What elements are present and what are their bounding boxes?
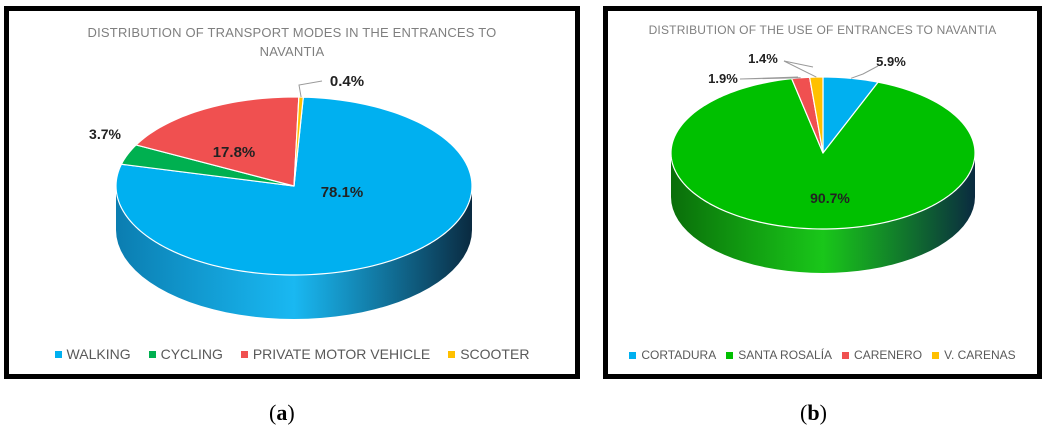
legend-label: WALKING [66, 346, 131, 362]
legend-item: SANTA ROSALÍA [726, 348, 832, 362]
data-label: 90.7% [810, 190, 850, 206]
legend-label: V. CARENAS [944, 348, 1016, 362]
legend-swatch [842, 351, 850, 359]
data-label: 1.9% [708, 71, 738, 86]
chart-title: DISTRIBUTION OF THE USE OF ENTRANCES TO … [648, 23, 997, 37]
legend-swatch [629, 351, 637, 359]
legend-item: SCOOTER [448, 346, 529, 362]
legend-swatch [148, 350, 156, 358]
figure-caption-a: (a) [269, 400, 295, 425]
figure-caption-b: (b) [800, 400, 827, 425]
legend-label: CARENERO [854, 348, 923, 362]
legend: WALKING CYCLING PRIVATE MOTOR VEHICLE SC… [9, 346, 575, 362]
pie-chart: 78.1% 3.7% 17.8% 0.4% [89, 73, 473, 319]
data-label: 0.4% [330, 73, 364, 90]
legend-label: SANTA ROSALÍA [738, 348, 833, 362]
legend-swatch [448, 350, 456, 358]
leader-line [298, 80, 323, 98]
legend-item: CARENERO [842, 348, 922, 362]
legend-swatch [54, 350, 62, 358]
legend-swatch [240, 350, 248, 358]
pie-chart: 5.9% 90.7% 1.9% 1.4% [670, 51, 976, 273]
legend-item: CORTADURA [629, 348, 716, 362]
leader-line [783, 60, 817, 78]
legend-label: SCOOTER [460, 346, 530, 362]
chart-panel-a: DISTRIBUTION OF TRANSPORT MODES IN THE E… [4, 6, 580, 379]
legend-item: CYCLING [148, 346, 223, 362]
caption-letter: b [807, 400, 820, 425]
leader-line [850, 65, 879, 79]
legend-item: V. CARENAS [932, 348, 1016, 362]
pie-slice-side [671, 153, 975, 273]
legend-item: WALKING [54, 346, 131, 362]
data-label: 17.8% [213, 144, 256, 161]
legend-label: CYCLING [160, 346, 223, 362]
leader-line [739, 76, 801, 80]
legend-item: PRIVATE MOTOR VEHICLE [240, 346, 431, 362]
caption-letter: a [276, 400, 288, 425]
legend-swatch [932, 351, 940, 359]
data-label: 78.1% [321, 184, 364, 201]
data-label: 5.9% [876, 54, 906, 69]
chart-panel-b: DISTRIBUTION OF THE USE OF ENTRANCES TO … [603, 6, 1042, 379]
pie-slice-side [116, 186, 472, 319]
legend-label: CORTADURA [641, 348, 717, 362]
legend: CORTADURA SANTA ROSALÍA CARENERO V. CARE… [608, 348, 1037, 362]
pie-slice-santa-rosal-a [670, 78, 976, 230]
data-label: 3.7% [89, 126, 121, 142]
legend-label: PRIVATE MOTOR VEHICLE [252, 346, 431, 362]
chart-title: DISTRIBUTION OF TRANSPORT MODES IN THE E… [87, 25, 497, 59]
legend-swatch [726, 351, 734, 359]
pie-slice-cycling [120, 144, 295, 187]
pie-slice-private-motor-vehicle [135, 96, 300, 187]
data-label: 1.4% [748, 51, 778, 66]
